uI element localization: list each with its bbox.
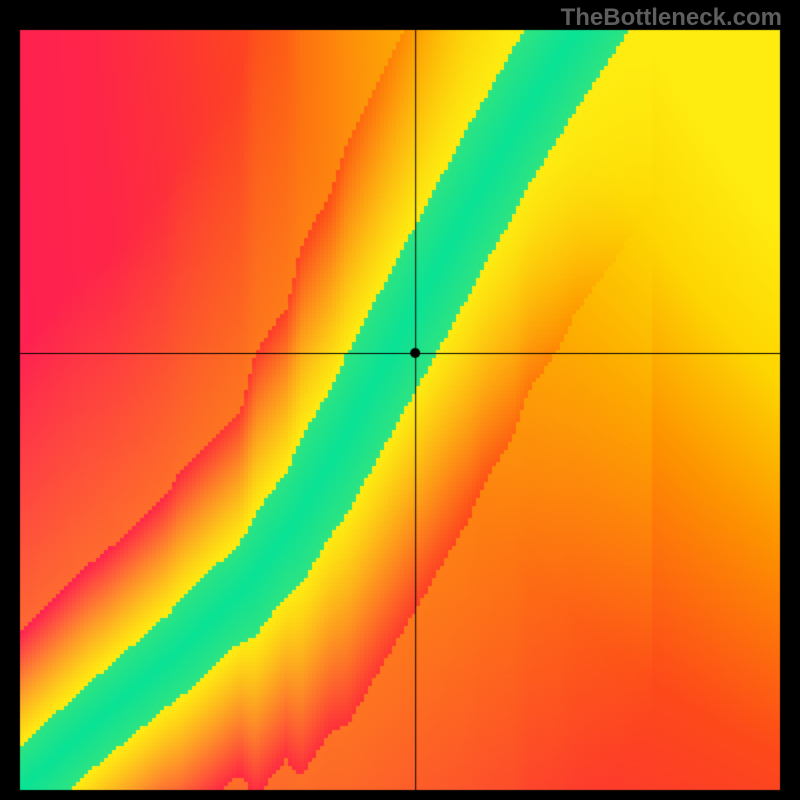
heatmap-canvas: [0, 0, 800, 800]
chart-container: TheBottleneck.com: [0, 0, 800, 800]
